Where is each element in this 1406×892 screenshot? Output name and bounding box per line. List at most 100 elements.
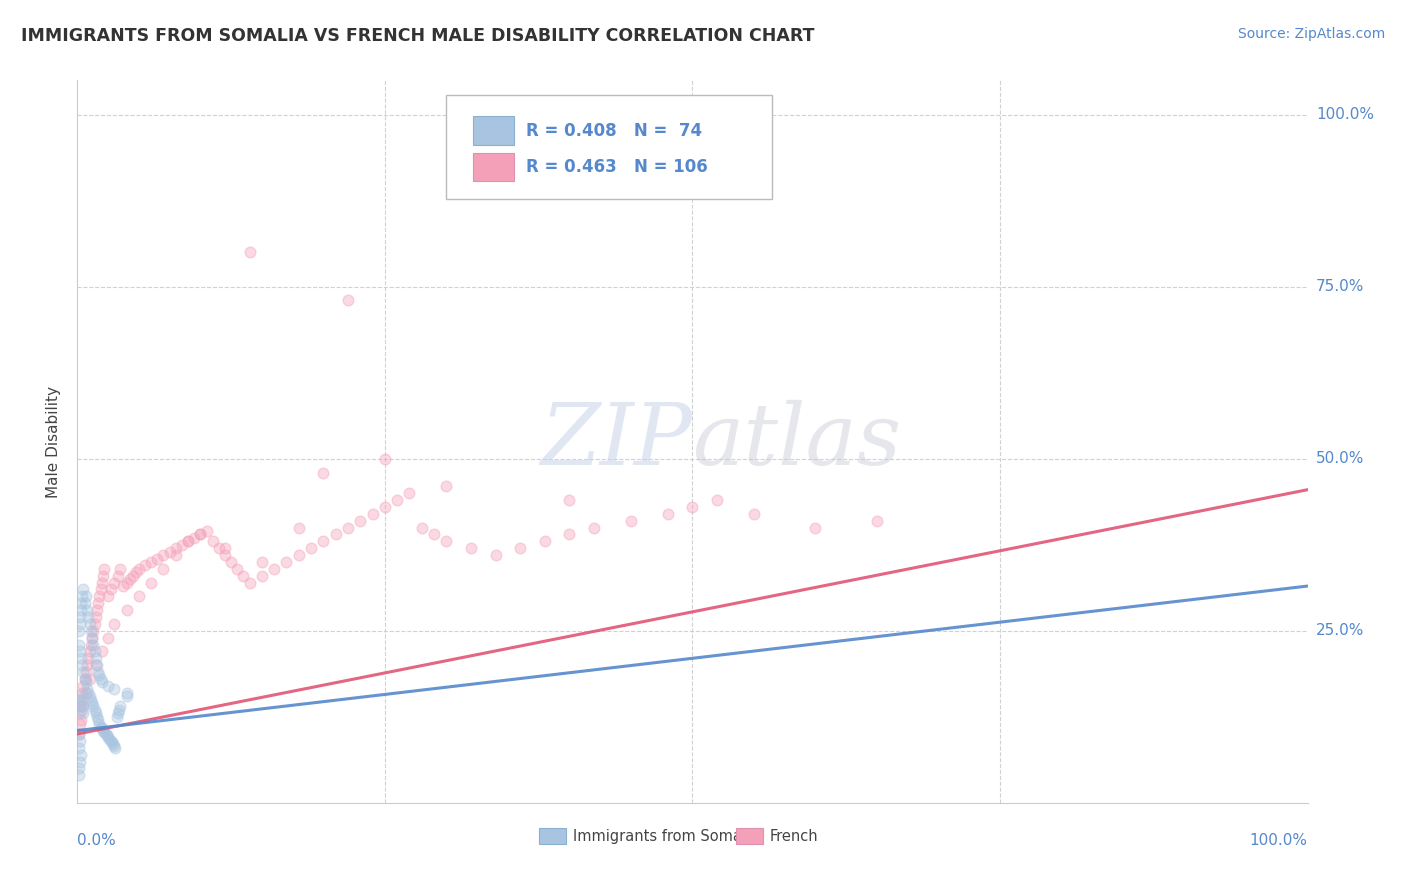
Point	[742, 507, 765, 521]
Point	[188, 527, 212, 541]
Point	[214, 548, 236, 562]
Point	[89, 716, 111, 731]
Point	[436, 534, 458, 549]
Point	[82, 624, 104, 638]
Point	[152, 548, 174, 562]
Point	[121, 568, 143, 582]
Point	[214, 541, 236, 556]
Point	[101, 735, 124, 749]
Point	[115, 575, 138, 590]
Text: Immigrants from Somalia: Immigrants from Somalia	[574, 829, 759, 844]
Point	[312, 466, 335, 480]
Point	[411, 520, 433, 534]
Point	[67, 727, 90, 741]
Point	[91, 723, 114, 738]
Point	[97, 590, 120, 604]
Point	[86, 710, 108, 724]
Point	[70, 747, 93, 762]
Point	[73, 672, 96, 686]
Text: French: French	[770, 829, 818, 844]
Point	[312, 534, 335, 549]
Point	[583, 520, 606, 534]
Point	[195, 524, 218, 538]
Point	[423, 527, 446, 541]
Point	[239, 245, 262, 260]
Point	[79, 616, 101, 631]
Point	[183, 531, 205, 545]
Point	[97, 731, 120, 745]
Point	[188, 527, 212, 541]
Point	[263, 562, 285, 576]
Point	[73, 596, 96, 610]
Text: 0.0%: 0.0%	[77, 833, 117, 848]
Point	[93, 725, 115, 739]
Point	[69, 716, 91, 731]
Point	[104, 740, 127, 755]
Point	[100, 582, 122, 597]
Text: Source: ZipAtlas.com: Source: ZipAtlas.com	[1237, 27, 1385, 41]
Point	[170, 538, 193, 552]
Bar	[735, 828, 762, 844]
Point	[288, 520, 311, 534]
Point	[67, 768, 90, 782]
Point	[361, 507, 384, 521]
Point	[90, 720, 112, 734]
Point	[288, 548, 311, 562]
Point	[128, 562, 150, 576]
Point	[76, 682, 98, 697]
Point	[100, 734, 122, 748]
Point	[107, 568, 129, 582]
Point	[84, 658, 107, 673]
Text: atlas: atlas	[693, 401, 901, 483]
Point	[103, 575, 125, 590]
Point	[90, 672, 112, 686]
Point	[239, 575, 262, 590]
Point	[72, 699, 94, 714]
Point	[105, 710, 128, 724]
Point	[69, 616, 91, 631]
Point	[80, 638, 103, 652]
Point	[337, 520, 360, 534]
Point	[134, 558, 156, 573]
Point	[103, 739, 125, 753]
Point	[67, 761, 90, 775]
Point	[128, 590, 150, 604]
Text: 100.0%: 100.0%	[1250, 833, 1308, 848]
Point	[82, 631, 104, 645]
Point	[69, 734, 91, 748]
Text: 25.0%: 25.0%	[1316, 624, 1364, 639]
Point	[115, 603, 138, 617]
Point	[620, 514, 643, 528]
Point	[80, 624, 103, 638]
Text: IMMIGRANTS FROM SOMALIA VS FRENCH MALE DISABILITY CORRELATION CHART: IMMIGRANTS FROM SOMALIA VS FRENCH MALE D…	[21, 27, 814, 45]
Point	[152, 562, 174, 576]
Text: 100.0%: 100.0%	[1316, 107, 1374, 122]
Point	[79, 689, 101, 703]
Point	[866, 514, 889, 528]
Point	[90, 675, 114, 690]
Point	[226, 562, 249, 576]
Point	[69, 610, 91, 624]
Text: 75.0%: 75.0%	[1316, 279, 1364, 294]
Point	[82, 631, 104, 645]
Point	[67, 727, 90, 741]
Point	[146, 551, 169, 566]
Point	[485, 548, 508, 562]
Point	[107, 706, 129, 721]
Point	[70, 590, 93, 604]
Point	[110, 699, 132, 714]
Point	[460, 541, 482, 556]
Point	[337, 293, 360, 308]
Point	[77, 686, 100, 700]
Point	[84, 651, 107, 665]
Point	[70, 699, 93, 714]
Point	[97, 679, 120, 693]
Point	[70, 713, 93, 727]
Point	[72, 582, 94, 597]
Point	[72, 665, 94, 679]
Point	[89, 590, 111, 604]
Point	[436, 479, 458, 493]
Point	[75, 675, 97, 690]
Point	[115, 689, 138, 703]
Point	[374, 451, 396, 466]
